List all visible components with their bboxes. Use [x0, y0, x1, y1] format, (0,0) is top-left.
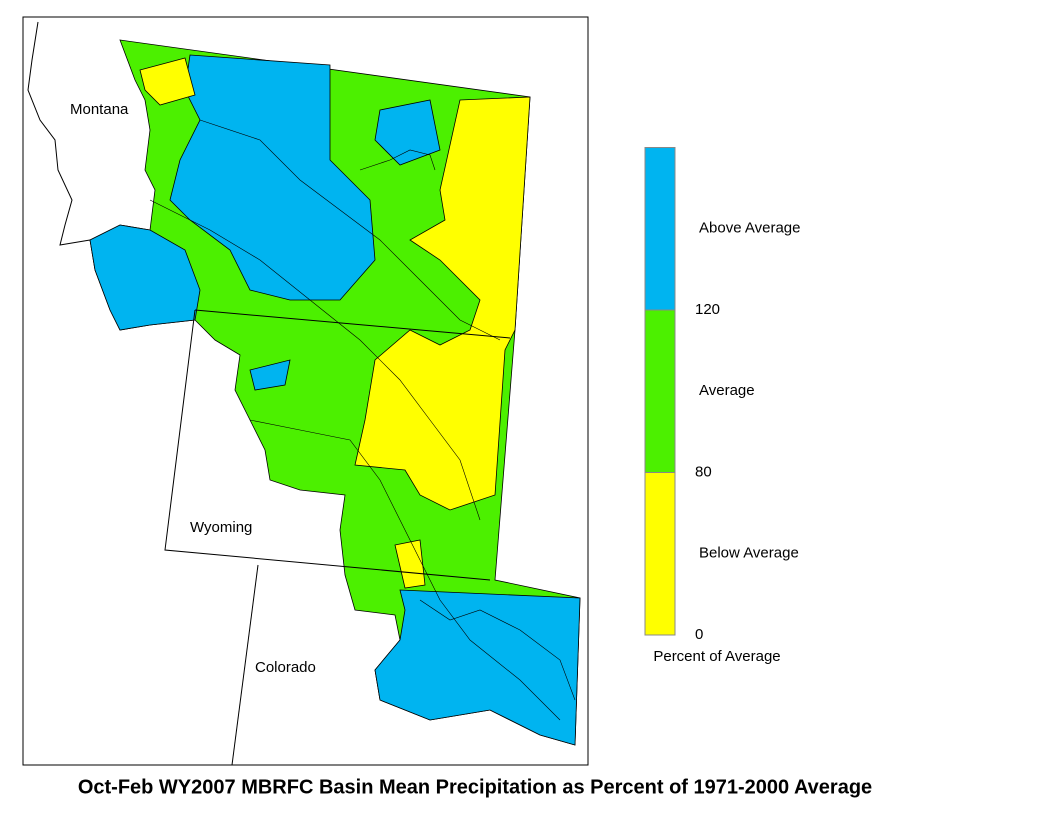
state-label: Wyoming [190, 519, 252, 536]
legend-tick-label: 0 [695, 626, 703, 643]
legend-class-label: Average [699, 382, 755, 399]
legend-class-label: Below Average [699, 545, 799, 562]
colorado-border [231, 564, 259, 766]
legend: Below Average Average Above Average 0 80 120 P… [644, 147, 800, 665]
basin-boundary [419, 599, 576, 701]
legend-class-label: Above Average [699, 220, 800, 237]
legend-tick-label: 80 [695, 463, 712, 480]
mt-wy-border [194, 309, 511, 339]
basin-region [354, 96, 531, 511]
basin-boundary [199, 119, 501, 341]
legend-tick-label: 120 [695, 301, 720, 318]
basin-region [394, 539, 426, 589]
basin-region [374, 589, 581, 746]
basin-region [139, 57, 196, 106]
basin-region [374, 99, 441, 166]
basin-region [169, 54, 376, 301]
basin-boundary [359, 149, 436, 171]
legend-swatch [645, 147, 675, 310]
legend-swatch [645, 310, 675, 473]
basin-boundary [149, 199, 481, 521]
state-label: Montana [70, 101, 129, 118]
basin-region [89, 224, 201, 331]
caption: Oct-Feb WY2007 MBRFC Basin Mean Precipit… [78, 776, 872, 798]
basins [89, 39, 581, 746]
state-label: Colorado [255, 659, 316, 676]
montana-border [27, 21, 91, 246]
legend-title: Percent of Average [653, 648, 780, 665]
legend-swatch [645, 472, 675, 635]
basin-region [249, 359, 291, 391]
wyoming-border [164, 309, 491, 581]
basin-boundary [249, 419, 561, 721]
